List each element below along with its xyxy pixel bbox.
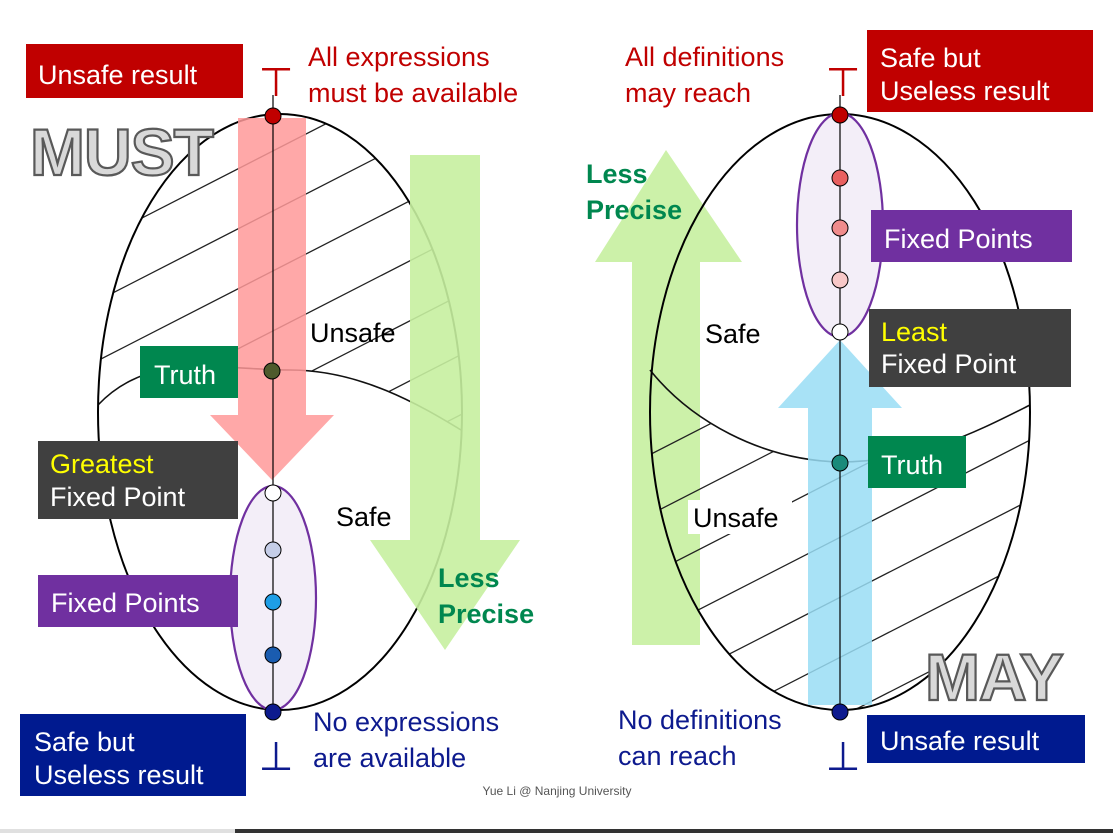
may-safe-label: Safe [705, 319, 761, 349]
may-top-note-line1: All definitions [625, 42, 784, 72]
must-safe-useless-line1: Safe but [34, 727, 135, 757]
must-fixed-points-box: Fixed Points [38, 575, 238, 627]
must-less-precise-line1: Less [438, 563, 500, 593]
may-unsafe-label-backdrop [688, 500, 792, 534]
must-less-precise-line2: Precise [438, 599, 534, 629]
must-top-dot [264, 107, 282, 125]
may-less-precise-arrow [595, 150, 742, 645]
must-truth-label: Truth [154, 360, 216, 390]
may-safe-useless-line1: Safe but [880, 43, 981, 73]
must-safe-label: Safe [336, 502, 392, 532]
must-truth-dot [263, 362, 281, 380]
must-fixed-points-label: Fixed Points [51, 588, 200, 618]
may-unsafe-label: Unsafe [693, 503, 779, 533]
must-panel: ⊤ ⊥ MUST Unsafe result All expressions m… [20, 42, 534, 796]
may-safe-useless-line2: Useless result [880, 76, 1050, 106]
may-lfp-dot [831, 323, 849, 341]
may-fixed-point-dot [831, 169, 849, 187]
must-safe-useless-line2: Useless result [34, 760, 204, 790]
must-truth-box: Truth [140, 346, 238, 398]
must-gfp-dot [264, 484, 282, 502]
must-fixed-point-dot [264, 593, 282, 611]
must-bottom-dot [264, 703, 282, 721]
may-truth-dot [831, 454, 849, 472]
may-fixed-points-label: Fixed Points [884, 224, 1033, 254]
must-bottom-note-line2: are available [313, 743, 466, 773]
may-unsafe-result-box: Unsafe result [867, 715, 1085, 763]
may-fixed-point-dot [831, 271, 849, 289]
must-unsafe-result-box: Unsafe result [26, 44, 243, 98]
must-top-note-line1: All expressions [308, 42, 490, 72]
may-less-precise-line2: Precise [586, 195, 682, 225]
must-gfp-line2: Fixed Point [50, 482, 186, 512]
may-fixed-points-box: Fixed Points [871, 210, 1072, 262]
footer-credit: Yue Li @ Nanjing University [483, 784, 632, 798]
bottom-edge-dark [235, 829, 1113, 833]
must-safe-useless-box: Safe but Useless result [20, 714, 246, 796]
must-unsafe-result-label: Unsafe result [38, 60, 198, 90]
may-bottom-note-line1: No definitions [618, 705, 782, 735]
may-less-precise-line1: Less [586, 159, 648, 189]
may-top-note-line2: may reach [625, 78, 751, 108]
may-panel: ⊤ ⊥ MAY All definitions may reach Safe b… [586, 30, 1093, 779]
must-top-note-line2: must be available [308, 78, 518, 108]
must-title: MUST [30, 115, 214, 189]
may-top-symbol: ⊤ [826, 61, 861, 105]
may-unsafe-result-label: Unsafe result [880, 726, 1040, 756]
may-lfp-box: Least Fixed Point [869, 309, 1071, 387]
must-iteration-arrow [210, 118, 334, 480]
must-fixed-point-dot [264, 646, 282, 664]
must-gfp-box: Greatest Fixed Point [38, 441, 238, 519]
may-truth-label: Truth [881, 450, 943, 480]
may-lfp-line1: Least [881, 317, 948, 347]
may-bottom-symbol: ⊥ [826, 735, 861, 779]
may-lfp-line2: Fixed Point [881, 349, 1017, 379]
may-fixed-point-dot [831, 219, 849, 237]
must-fixed-point-dot [264, 541, 282, 559]
may-bottom-dot [831, 703, 849, 721]
must-top-symbol: ⊤ [259, 61, 294, 105]
may-truth-box: Truth [868, 436, 966, 488]
may-top-dot [831, 106, 849, 124]
may-bottom-note-line2: can reach [618, 741, 737, 771]
must-bottom-symbol: ⊥ [259, 735, 294, 779]
may-safe-useless-box: Safe but Useless result [867, 30, 1093, 112]
must-unsafe-label: Unsafe [310, 318, 396, 348]
must-less-precise-arrow [370, 155, 520, 650]
must-bottom-note-line1: No expressions [313, 707, 499, 737]
may-title: MAY [925, 640, 1063, 714]
must-gfp-line1: Greatest [50, 449, 154, 479]
